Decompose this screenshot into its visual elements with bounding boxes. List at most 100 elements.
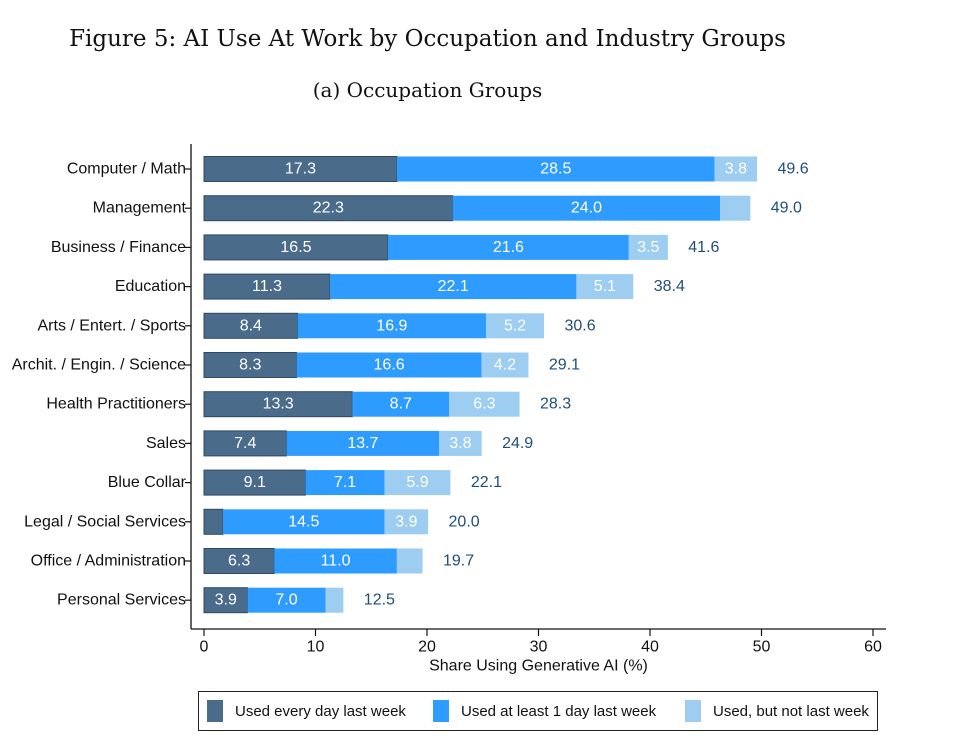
segment-value-label: 7.1 [334, 474, 356, 491]
category-label: Legal / Social Services [24, 513, 186, 530]
segment-value-label: 17.3 [285, 161, 316, 178]
bar-segment [384, 470, 451, 496]
x-tick-label: 30 [530, 639, 548, 656]
category-label: Health Practitioners [46, 396, 186, 413]
segment-value-label: 24.0 [571, 200, 602, 217]
segment-value-label: 3.9 [395, 513, 417, 530]
segment-value-label: 28.5 [540, 161, 571, 178]
bar-segment [247, 587, 326, 613]
bar-segment [305, 470, 385, 496]
bar-segment [203, 234, 389, 261]
bar-segment [486, 313, 545, 339]
bar-segment [576, 274, 634, 300]
segment-value-label: 8.7 [390, 396, 412, 413]
x-tick-label: 50 [753, 639, 771, 656]
bar-segment [449, 391, 520, 417]
total-value-label: 20.0 [449, 513, 480, 530]
category-label: Archit. / Engin. / Science [12, 357, 186, 374]
total-value-label: 29.1 [549, 357, 580, 374]
segment-value-label: 22.3 [313, 200, 344, 217]
bar-segment [396, 548, 423, 574]
segment-value-label: 3.5 [637, 239, 659, 256]
total-value-label: 30.6 [565, 317, 596, 334]
x-tick-label: 20 [418, 639, 436, 656]
legend-swatch-daily [207, 700, 223, 722]
bar-segment [297, 313, 487, 339]
segment-value-label: 13.3 [263, 396, 294, 413]
segment-value-label: 3.8 [449, 435, 471, 452]
category-label: Office / Administration [31, 553, 186, 570]
legend-label-notlast: Used, but not last week [713, 702, 869, 720]
segment-value-label: 3.9 [215, 592, 237, 609]
figure-title: Figure 5: AI Use At Work by Occupation a… [69, 26, 786, 52]
chart-subtitle: (a) Occupation Groups [312, 78, 543, 102]
total-value-label: 49.6 [777, 161, 808, 178]
segment-value-label: 11.3 [252, 278, 282, 295]
bar-segment [720, 195, 751, 221]
segment-value-label: 13.7 [347, 435, 378, 452]
legend-label-daily: Used every day last week [235, 702, 406, 720]
bar-segment [387, 234, 629, 260]
bar-segment [203, 508, 224, 535]
bar-segment [203, 469, 306, 496]
segment-value-label: 8.3 [239, 357, 261, 374]
bar-segment [439, 430, 482, 456]
legend-item-notlast: Used, but not last week [685, 692, 869, 730]
x-tick-label: 10 [307, 639, 325, 656]
category-label: Computer / Math [67, 161, 186, 178]
category-label: Arts / Entert. / Sports [38, 317, 187, 334]
category-label: Personal Services [57, 592, 186, 609]
segment-value-label: 7.0 [275, 592, 297, 609]
segment-value-label: 5.9 [406, 474, 428, 491]
x-tick-label: 60 [864, 639, 882, 656]
bar-segment [203, 352, 298, 378]
bar-segment [203, 312, 299, 339]
segment-value-label: 16.5 [280, 239, 311, 256]
bar-segment [452, 195, 721, 221]
x-axis-title: Share Using Generative AI (%) [429, 658, 648, 675]
x-tick-label: 0 [200, 639, 209, 656]
segment-value-label: 7.4 [234, 435, 256, 452]
segment-value-label: 5.1 [594, 278, 616, 295]
bar-segment [286, 430, 440, 456]
bar-segment [329, 274, 577, 300]
category-label: Management [93, 200, 187, 217]
segment-value-label: 16.6 [374, 357, 405, 374]
segment-value-label: 21.6 [493, 239, 524, 256]
x-tick-label: 40 [641, 639, 659, 656]
segment-value-label: 5.2 [504, 317, 526, 334]
segment-value-label: 8.4 [240, 317, 262, 334]
total-value-label: 22.1 [471, 474, 502, 491]
total-value-label: 49.0 [771, 200, 802, 217]
segment-value-label: 6.3 [473, 396, 495, 413]
bar-segment [203, 430, 288, 457]
bar-segment [274, 548, 397, 574]
legend-item-weekly: Used at least 1 day last week [433, 692, 656, 730]
segment-value-label: 6.3 [228, 553, 250, 570]
bar-segment [203, 195, 454, 222]
category-label: Education [115, 278, 186, 295]
bar-segment [396, 156, 715, 182]
legend-item-daily: Used every day last week [207, 692, 406, 730]
segment-value-label: 11.0 [321, 553, 351, 570]
bar-segment [222, 509, 385, 535]
total-value-label: 28.3 [540, 396, 571, 413]
segment-value-label: 4.2 [494, 357, 516, 374]
stacked-bar-chart: 0 10 20 30 40 50 60 Share Using Generative AI (… [12, 144, 886, 675]
total-value-label: 12.5 [364, 592, 395, 609]
bar-segment [481, 352, 529, 378]
bar-segment [384, 509, 429, 535]
bar-segment [628, 234, 668, 260]
category-label: Blue Collar [108, 474, 187, 491]
legend-swatch-notlast [685, 700, 701, 722]
category-label: Business / Finance [51, 239, 186, 256]
legend-label-weekly: Used at least 1 day last week [461, 702, 657, 720]
chart-legend: Used every day last week Used at least 1… [198, 691, 878, 731]
bar-segment [203, 156, 398, 182]
bar-segment [352, 391, 450, 417]
segment-value-label: 16.9 [376, 317, 407, 334]
bar-segment [296, 352, 482, 378]
bar-segment [325, 587, 344, 613]
bar-segment [203, 548, 275, 574]
segment-value-label: 14.5 [288, 513, 319, 530]
